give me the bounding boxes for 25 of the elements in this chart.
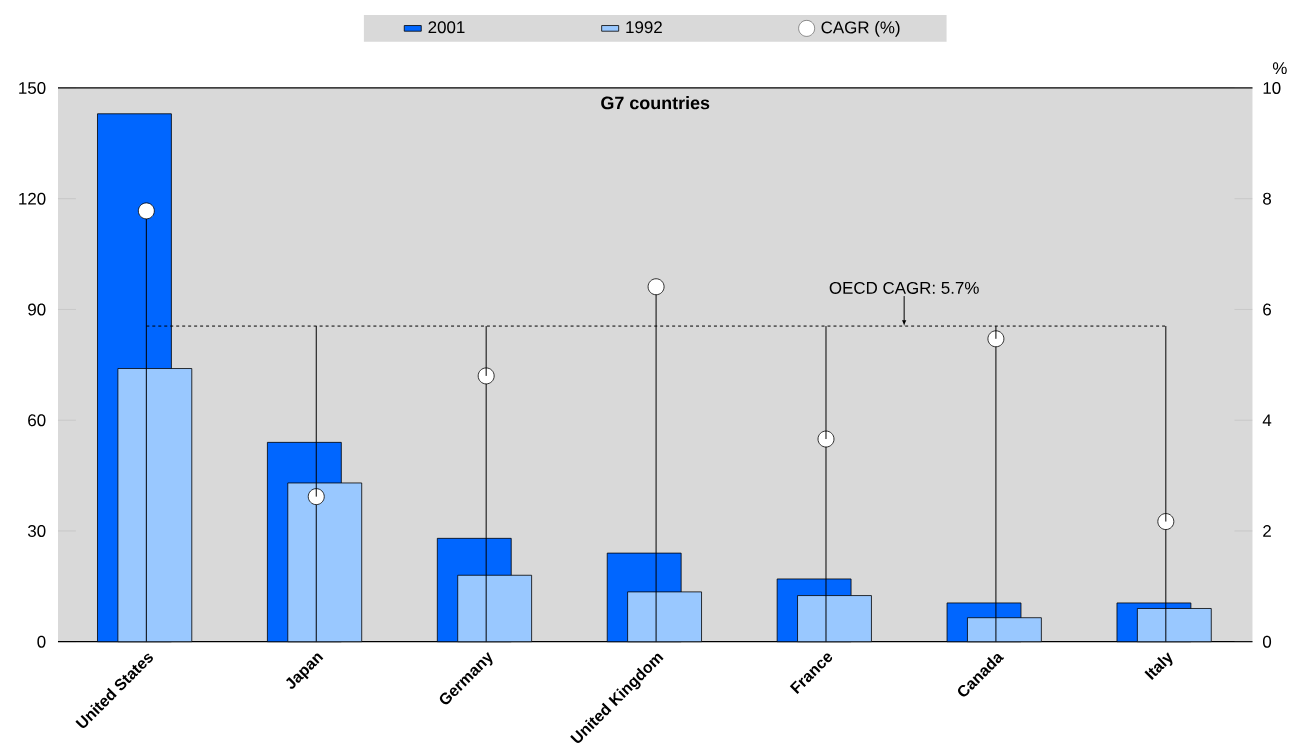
y-tick-label: 60 (28, 414, 46, 427)
y2-tick-label: 4 (1262, 414, 1272, 427)
legend-label: 2001 (428, 21, 465, 34)
legend-label: CAGR (%) (821, 21, 900, 37)
ref-line-label: OECD CAGR: 5.7% (829, 282, 979, 295)
point (987, 330, 1005, 348)
point (137, 202, 155, 220)
y2-tick-label: 6 (1263, 303, 1271, 316)
y2-tick-label: 2 (1263, 525, 1271, 538)
y2-tick-label: 10 (1263, 82, 1281, 95)
y-tick-label: 0 (37, 635, 46, 648)
point (647, 278, 665, 296)
chart-title: G7 countries (601, 96, 710, 110)
point (1157, 513, 1175, 531)
y2-tick-label: 8 (1263, 192, 1272, 205)
point (307, 488, 325, 506)
y-tick-label: 120 (19, 192, 46, 205)
y2-tick-label: 0 (1262, 635, 1272, 648)
y-tick-label: 30 (27, 525, 46, 538)
y-tick-label: 90 (28, 303, 46, 316)
point (477, 367, 495, 385)
point (817, 430, 835, 448)
y2-axis-title: % (1272, 62, 1287, 75)
y-tick-label: 150 (19, 82, 46, 95)
legend-label: 1992 (626, 21, 662, 34)
